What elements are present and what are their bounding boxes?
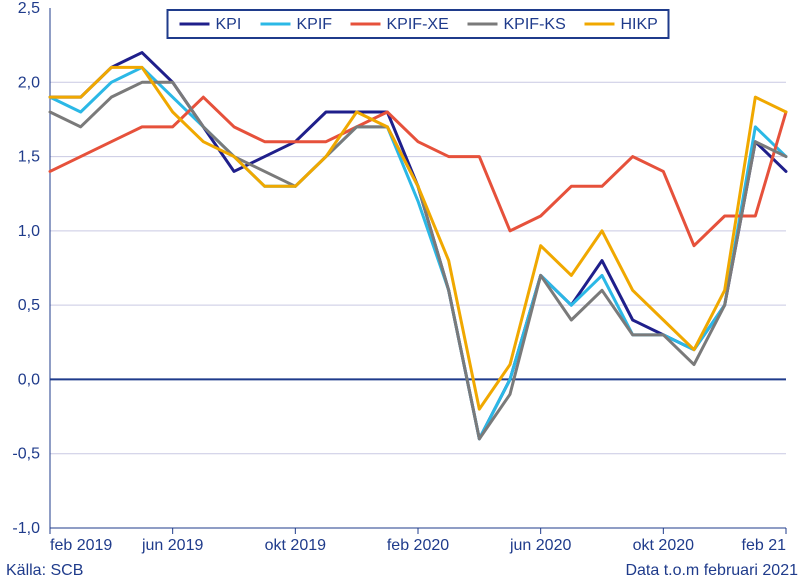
data-through-label: Data t.o.m februari 2021 <box>625 562 798 579</box>
legend-label: HIKP <box>621 16 658 33</box>
chart-bg <box>0 0 804 587</box>
y-tick-label: 1,0 <box>18 223 40 240</box>
legend-label: KPI <box>216 16 242 33</box>
x-tick-label: jun 2020 <box>509 537 571 554</box>
x-tick-label: okt 2020 <box>633 537 694 554</box>
inflation-line-chart: -1,0 -0,5 0,0 0,5 1,0 1,5 2,0 2,5 feb 2019 jun 20… <box>0 0 804 587</box>
x-tick-label: feb 2019 <box>50 537 112 554</box>
x-tick-label: okt 2019 <box>265 537 326 554</box>
y-tick-label: 0,0 <box>18 371 40 388</box>
legend-label: KPIF-XE <box>387 16 449 33</box>
x-tick-label: feb 21 <box>742 537 787 554</box>
y-tick-label: -1,0 <box>12 520 40 537</box>
legend: KPI KPIF KPIF-XE KPIF-KS HIKP <box>168 10 669 38</box>
y-tick-label: 0,5 <box>18 297 40 314</box>
source-label: Källa: SCB <box>6 562 83 579</box>
legend-label: KPIF <box>297 16 333 33</box>
y-tick-label: 1,5 <box>18 149 40 166</box>
y-tick-label: 2,5 <box>18 0 40 17</box>
y-tick-label: 2,0 <box>18 74 40 91</box>
x-tick-label: feb 2020 <box>387 537 449 554</box>
y-tick-label: -0,5 <box>12 446 40 463</box>
legend-label: KPIF-KS <box>504 16 566 33</box>
x-tick-label: jun 2019 <box>141 537 203 554</box>
